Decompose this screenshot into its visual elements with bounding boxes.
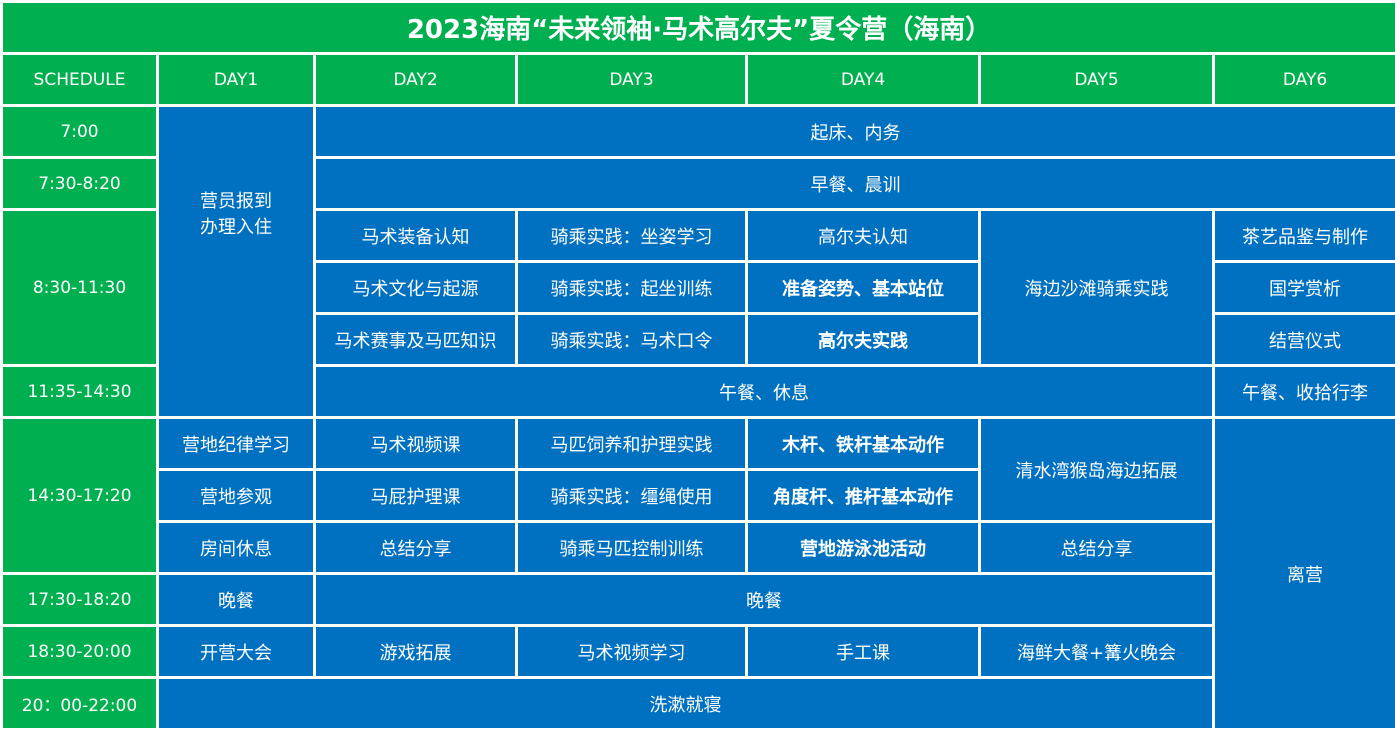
- activity-cell: 骑乘实践：起坐训练: [517, 262, 747, 314]
- time-cell: 7:30-8:20: [2, 158, 158, 210]
- dinner-cell: 晚餐: [315, 574, 1214, 626]
- activity-cell: 结营仪式: [1214, 314, 1395, 366]
- time-cell: 14:30-17:20: [2, 418, 158, 574]
- time-cell: 11:35-14:30: [2, 366, 158, 418]
- time-cell: 18:30-20:00: [2, 626, 158, 678]
- activity-cell: 骑乘马匹控制训练: [517, 522, 747, 574]
- header-day6: DAY6: [1214, 54, 1395, 106]
- header-day4: DAY4: [747, 54, 980, 106]
- activity-cell: 马术赛事及马匹知识: [315, 314, 517, 366]
- activity-cell: 海边沙滩骑乘实践: [980, 210, 1214, 366]
- day6-leave-cell: 离营: [1214, 418, 1395, 730]
- dinner-day1-cell: 晚餐: [158, 574, 315, 626]
- activity-cell: 马术视频学习: [517, 626, 747, 678]
- time-cell: 20：00-22:00: [2, 678, 158, 730]
- activity-cell: 木杆、铁杆基本动作: [747, 418, 980, 470]
- time-cell: 17:30-18:20: [2, 574, 158, 626]
- lunch-cell: 午餐、休息: [315, 366, 1214, 418]
- activity-cell: 清水湾猴岛海边拓展: [980, 418, 1214, 522]
- header-day3: DAY3: [517, 54, 747, 106]
- time-cell: 8:30-11:30: [2, 210, 158, 366]
- activity-cell: 高尔夫实践: [747, 314, 980, 366]
- activity-cell: 总结分享: [315, 522, 517, 574]
- activity-cell: 总结分享: [980, 522, 1214, 574]
- wake-cell: 起床、内务: [315, 106, 1395, 158]
- activity-cell: 准备姿势、基本站位: [747, 262, 980, 314]
- activity-cell: 营地游泳池活动: [747, 522, 980, 574]
- activity-cell: 骑乘实践：坐姿学习: [517, 210, 747, 262]
- bedtime-cell: 洗漱就寝: [158, 678, 1214, 730]
- activity-cell: 马术装备认知: [315, 210, 517, 262]
- activity-cell: 海鲜大餐+篝火晚会: [980, 626, 1214, 678]
- activity-cell: 营地纪律学习: [158, 418, 315, 470]
- activity-cell: 房间休息: [158, 522, 315, 574]
- activity-cell: 高尔夫认知: [747, 210, 980, 262]
- time-cell: 7:00: [2, 106, 158, 158]
- activity-cell: 茶艺品鉴与制作: [1214, 210, 1395, 262]
- activity-cell: 马屁护理课: [315, 470, 517, 522]
- activity-cell: 马术视频课: [315, 418, 517, 470]
- activity-cell: 角度杆、推杆基本动作: [747, 470, 980, 522]
- activity-cell: 开营大会: [158, 626, 315, 678]
- page-title: 2023海南“未来领袖·马术高尔夫”夏令营（海南）: [2, 2, 1395, 54]
- activity-cell: 骑乘实践：马术口令: [517, 314, 747, 366]
- header-day1: DAY1: [158, 54, 315, 106]
- header-day5: DAY5: [980, 54, 1214, 106]
- activity-cell: 营地参观: [158, 470, 315, 522]
- activity-cell: 手工课: [747, 626, 980, 678]
- header-day2: DAY2: [315, 54, 517, 106]
- activity-cell: 骑乘实践：缰绳使用: [517, 470, 747, 522]
- activity-cell: 马术文化与起源: [315, 262, 517, 314]
- activity-cell: 国学赏析: [1214, 262, 1395, 314]
- lunch-day6-cell: 午餐、收拾行李: [1214, 366, 1395, 418]
- activity-cell: 游戏拓展: [315, 626, 517, 678]
- header-schedule: SCHEDULE: [2, 54, 158, 106]
- breakfast-cell: 早餐、晨训: [315, 158, 1395, 210]
- day1-checkin-cell: 营员报到 办理入住: [158, 106, 315, 418]
- activity-cell: 马匹饲养和护理实践: [517, 418, 747, 470]
